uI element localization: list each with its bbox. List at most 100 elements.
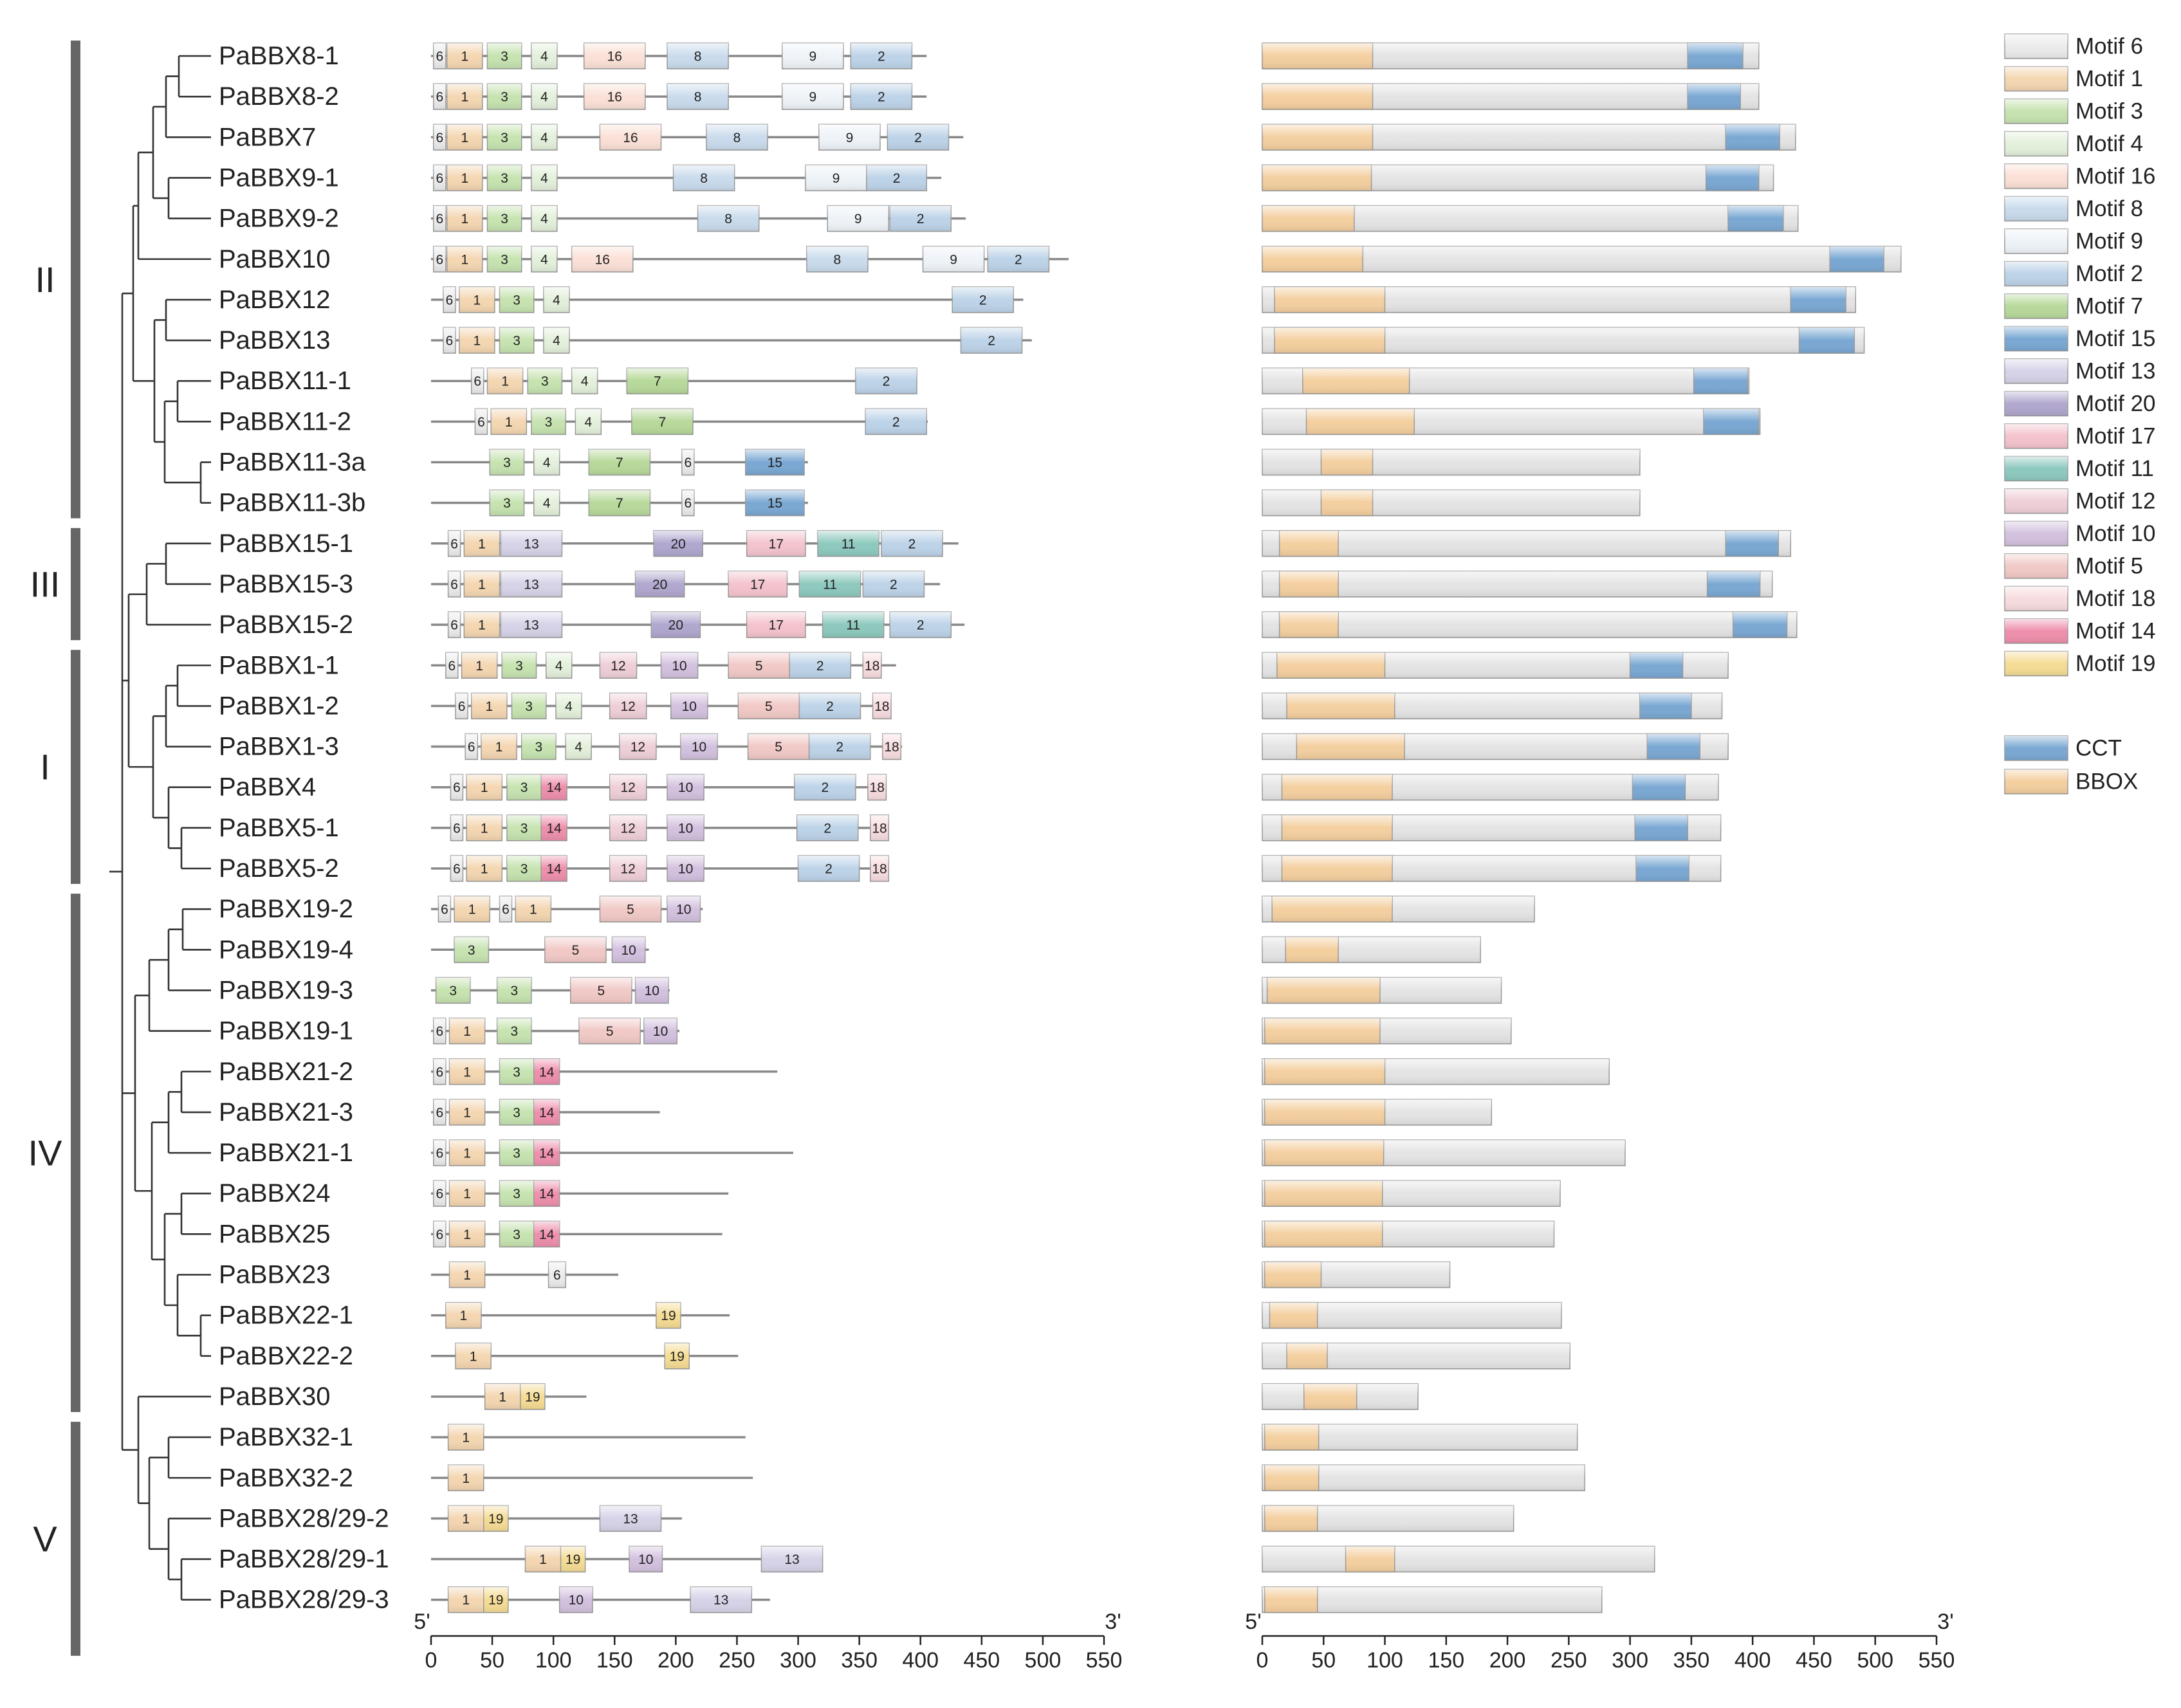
legend-label: Motif 17: [2075, 424, 2156, 449]
gene-name: PaBBX23: [219, 1261, 330, 1289]
domain-gloss: [1287, 693, 1395, 719]
motif-gloss: [465, 733, 478, 760]
legend-label: Motif 9: [2075, 229, 2143, 254]
domain-row: [1262, 1220, 1555, 1248]
motif-number: 8: [834, 252, 842, 267]
legend-item: Motif 17: [2004, 423, 2156, 449]
motif-box: 1: [447, 1505, 484, 1532]
motif-number: 5: [572, 943, 580, 958]
legend-item: Motif 4: [2004, 131, 2143, 157]
axis-tick-label: 550: [1919, 1648, 1955, 1673]
legend-item: Motif 12: [2004, 488, 2156, 514]
motif-number: 1: [463, 1146, 471, 1161]
motif-number: 15: [768, 496, 782, 511]
motif-row: 6 1 3 14: [431, 1099, 660, 1126]
domain-gloss: [1262, 246, 1363, 272]
legend-swatch-gloss: [2005, 521, 2068, 546]
gene-name: PaBBX24: [219, 1179, 330, 1208]
motif-box: 2: [850, 83, 913, 110]
domain-row: [1262, 1505, 1514, 1532]
motif-box: 3: [486, 42, 522, 69]
motif-gloss: [448, 1424, 484, 1451]
motif-box: 3: [499, 1180, 535, 1207]
motif-gloss: [600, 124, 661, 151]
motif-gloss: [501, 612, 562, 638]
motif-number: 4: [565, 699, 573, 714]
motif-number: 18: [870, 780, 885, 795]
motif-box: 4: [543, 286, 570, 313]
motif-box: 6: [548, 1261, 566, 1289]
legend-item: Motif 7: [2004, 293, 2143, 319]
motif-gloss: [872, 693, 892, 719]
motif-box: 19: [483, 1505, 509, 1532]
motif-number: 2: [826, 699, 834, 714]
motif-number: 1: [468, 903, 476, 917]
motif-gloss: [533, 1099, 560, 1125]
motif-number: 19: [488, 1512, 503, 1527]
motif-gloss: [501, 530, 562, 556]
motif-gloss: [806, 246, 868, 272]
motif-number: 5: [765, 699, 773, 714]
motif-gloss: [433, 205, 446, 232]
motif-number: 8: [694, 90, 702, 105]
motif-gloss: [546, 652, 572, 679]
domain-row: [1262, 571, 1773, 598]
motif-box: 10: [667, 773, 704, 801]
legend-item: Motif 11: [2004, 455, 2154, 482]
legend-label: Motif 14: [2075, 619, 2156, 644]
group-bar: [71, 41, 80, 519]
domain-gloss: [1733, 612, 1787, 638]
motif-gloss: [533, 490, 560, 516]
motif-box: 3: [506, 773, 542, 801]
axis-tick-label: 450: [963, 1648, 1000, 1673]
motif-row: 6 1 3 4 16 8 9 2: [431, 124, 964, 151]
motif-gloss: [681, 449, 694, 475]
motif-number: 3: [513, 1227, 520, 1242]
motif-number: 2: [914, 131, 922, 145]
motif-number: 3: [520, 821, 528, 836]
motif-row: 6 1 3 4 16 8 9 2: [431, 42, 927, 69]
motif-number: 4: [585, 415, 593, 430]
domain-row: [1262, 855, 1722, 882]
legend-label: Motif 3: [2075, 99, 2143, 124]
gene-name: PaBBX10: [219, 245, 330, 273]
motif-box: 1: [490, 408, 528, 436]
domain-gloss: [1285, 937, 1339, 963]
motif-box: 6: [433, 164, 446, 192]
motif-number: 6: [446, 334, 454, 349]
domain-row: [1262, 124, 1796, 151]
group-label: III: [30, 564, 60, 604]
motif-gloss: [882, 733, 901, 760]
motif-number: 2: [917, 618, 925, 633]
motif-number: 6: [474, 374, 481, 389]
gene-name: PaBBX8-2: [219, 82, 339, 111]
motif-number: 4: [575, 740, 582, 755]
motif-number: 20: [670, 537, 685, 551]
motif-gloss: [654, 530, 703, 556]
motif-number: 9: [809, 90, 817, 105]
motif-box: 9: [782, 42, 844, 69]
motif-box: 1: [448, 1139, 486, 1166]
motif-box: 6: [433, 1017, 446, 1045]
motif-number: 6: [436, 1187, 443, 1202]
motif-gloss: [867, 165, 927, 191]
motif-number: 1: [461, 90, 468, 105]
legend-label: Motif 6: [2075, 34, 2143, 59]
motif-row: 6 1 3 4 8 9 2: [431, 205, 966, 232]
motif-gloss: [464, 530, 500, 556]
legend-label: Motif 18: [2075, 586, 2156, 611]
motif-box: 1: [445, 1301, 482, 1329]
motif-gloss: [450, 856, 463, 881]
motif-box: 6: [447, 611, 461, 638]
domain-gloss: [1635, 814, 1688, 841]
legend-swatch-gloss: [2005, 99, 2068, 124]
motif-row: 1 19: [431, 1343, 739, 1370]
axis-tick-label: 450: [1796, 1648, 1832, 1673]
motif-number: 3: [515, 659, 523, 674]
motif-box: 1: [448, 1058, 486, 1085]
motif-box: 2: [865, 408, 927, 436]
domain-gloss: [1688, 84, 1741, 110]
domain-gloss: [1282, 856, 1392, 881]
motif-box: 6: [447, 571, 461, 598]
motif-row: 6 1 3 14 12 10 2 18: [431, 855, 890, 882]
